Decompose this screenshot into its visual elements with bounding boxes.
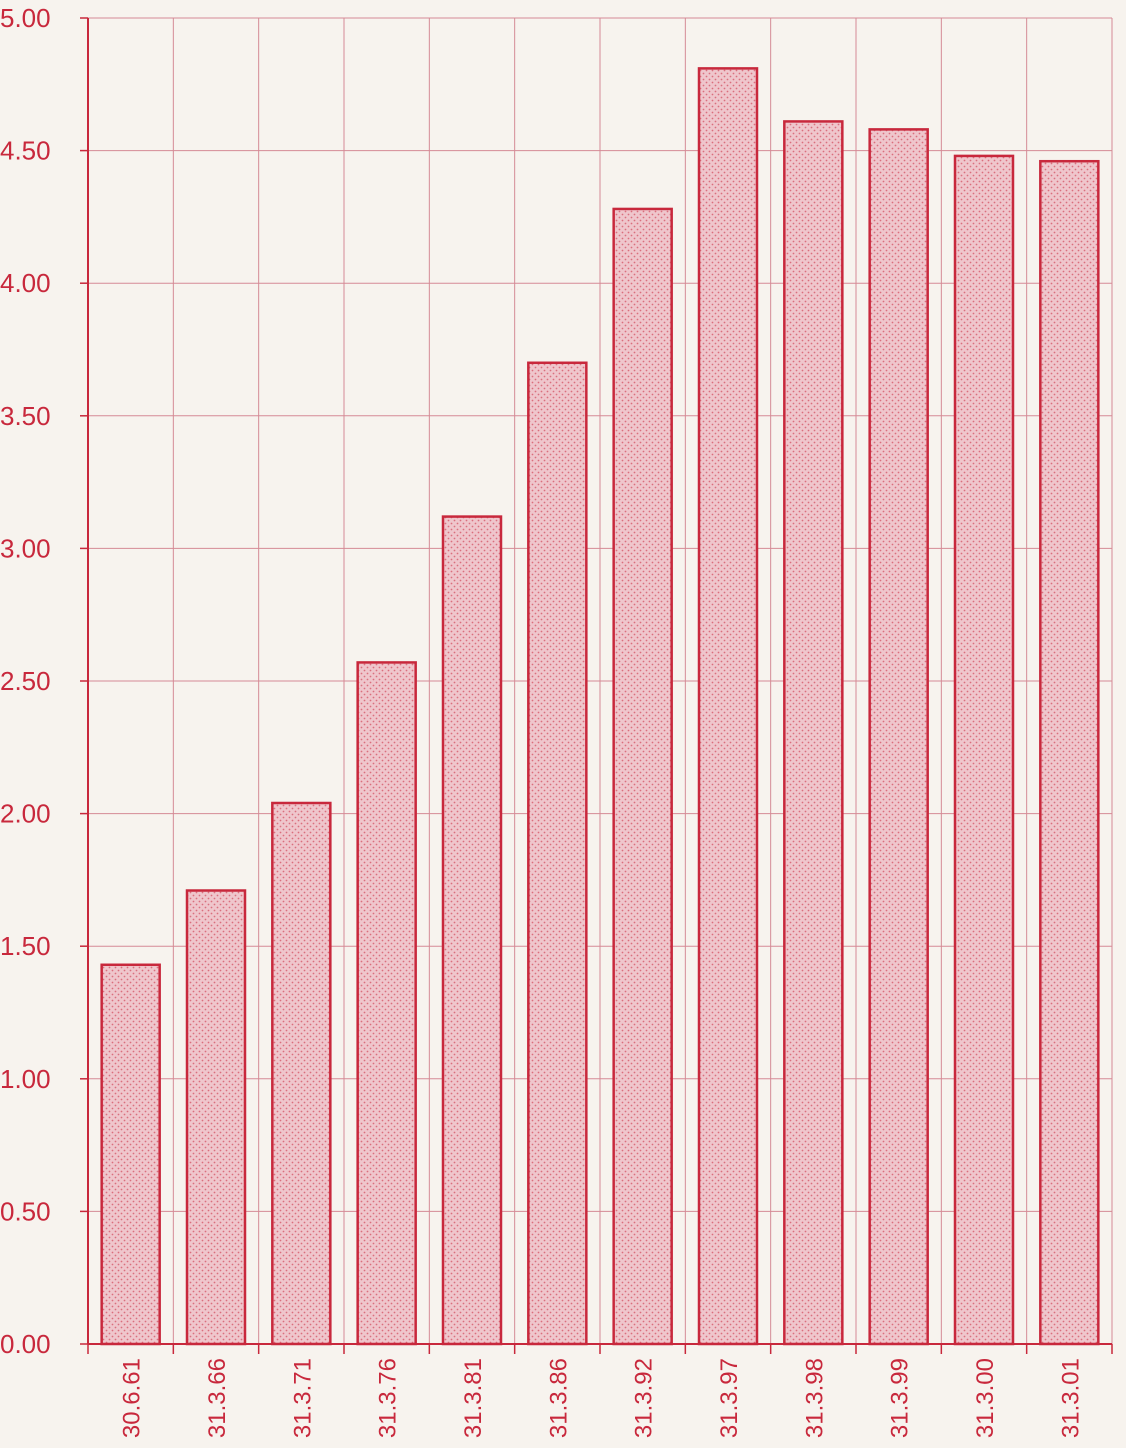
bar-31.3.81: [441, 515, 503, 1346]
y-tick-labels: 0.00 0.50 1.00 1.50 2.00 2.50 3.00 3.50 4.00 4.50…: [0, 3, 51, 1359]
y-tick-label: 0.50: [0, 1196, 51, 1226]
bar-31.3.66: [185, 889, 247, 1346]
axes: [80, 17, 1113, 1354]
bar-31.3.71: [271, 801, 332, 1346]
bar-31.3.98: [783, 120, 844, 1346]
y-tick-label: 2.00: [0, 799, 51, 829]
y-tick-label: 4.00: [0, 268, 51, 298]
x-tick-label: 31.3.92: [631, 1358, 658, 1438]
x-tick-label: 31.3.66: [204, 1358, 231, 1438]
bar-31.3.00: [953, 154, 1015, 1346]
y-tick-label: 2.50: [0, 666, 51, 696]
x-tick-labels: 30.6.61 31.3.66 31.3.71 31.3.76 31.3.81 31.3.…: [119, 1358, 1085, 1438]
x-tick-label: 31.3.99: [887, 1358, 914, 1438]
bar-31.3.97: [697, 67, 759, 1346]
x-tick-label: 31.3.97: [716, 1358, 743, 1438]
x-tick-label: 31.3.98: [801, 1358, 828, 1438]
y-tick-label: 3.50: [0, 401, 51, 431]
bars: [100, 67, 1100, 1346]
bar-31.3.99: [868, 128, 929, 1346]
x-tick-label: 31.3.81: [460, 1358, 487, 1438]
y-tick-label: 0.00: [0, 1329, 51, 1359]
y-tick-label: 3.00: [0, 533, 51, 563]
x-tick-label: 30.6.61: [119, 1358, 146, 1438]
x-tick-label: 31.3.71: [289, 1358, 316, 1438]
x-tick-label: 31.3.01: [1057, 1358, 1084, 1438]
y-tick-label: 1.00: [0, 1064, 51, 1094]
x-tick-label: 31.3.76: [375, 1358, 402, 1438]
bar-31.3.92: [612, 207, 673, 1346]
y-tick-label: 4.50: [0, 136, 51, 166]
x-tick-label: 31.3.00: [972, 1358, 999, 1438]
bar-31.3.01: [1039, 159, 1100, 1346]
x-tick-label: 31.3.86: [545, 1358, 572, 1438]
bar-31.3.86: [527, 361, 588, 1346]
bar-31.3.76: [356, 661, 417, 1346]
bar-30.6.61: [100, 963, 161, 1346]
y-tick-label: 1.50: [0, 931, 51, 961]
y-tick-label: 5.00: [0, 3, 51, 33]
